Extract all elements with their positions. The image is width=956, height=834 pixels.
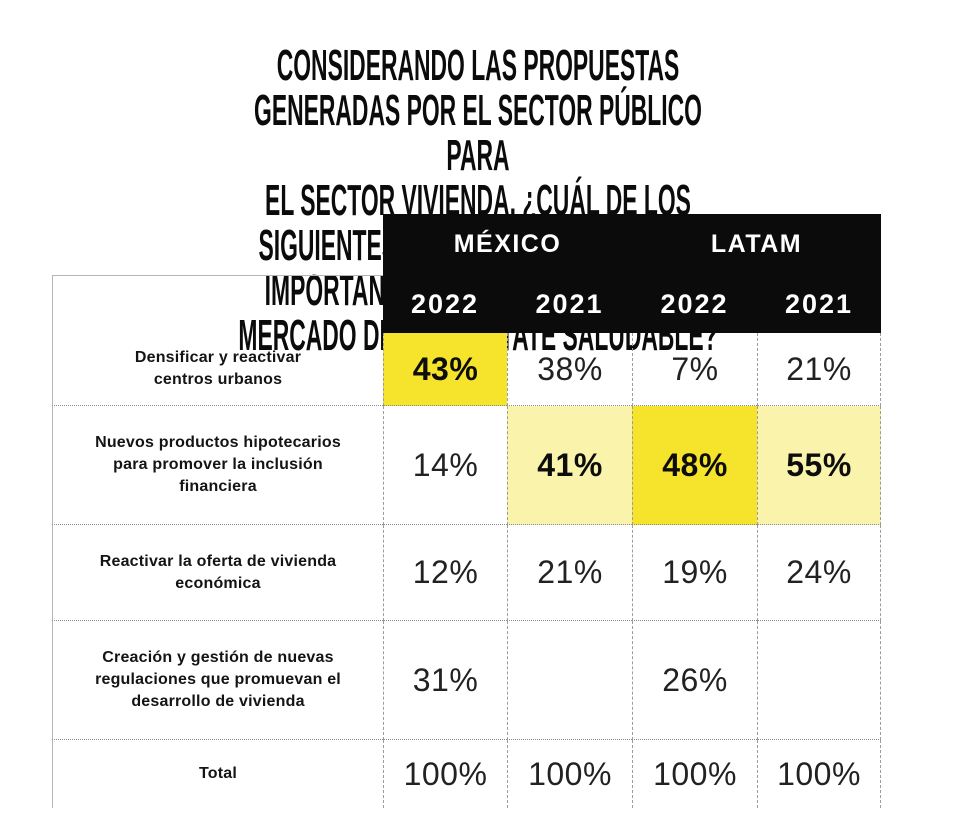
- table-cell-empty: [507, 621, 632, 740]
- table-corner-cell: [52, 275, 383, 333]
- table-cell: 43%: [383, 333, 507, 406]
- table-cell: 19%: [632, 525, 757, 621]
- table-cell: 21%: [757, 333, 881, 406]
- column-group-mexico: MÉXICO: [383, 214, 632, 275]
- row-label-nuevos-productos: Nuevos productos hipotecarios para promo…: [52, 406, 383, 525]
- table-cell: 100%: [507, 740, 632, 808]
- table-cell: 55%: [757, 406, 881, 525]
- results-table: MÉXICO LATAM 2022 2021 2022 2021 Densifi…: [52, 214, 881, 808]
- table-cell: 100%: [383, 740, 507, 808]
- table-cell: 41%: [507, 406, 632, 525]
- year-header-latam-2021: 2021: [757, 275, 881, 333]
- table-cell: 14%: [383, 406, 507, 525]
- row-label-total: Total: [52, 740, 383, 808]
- table-cell: 24%: [757, 525, 881, 621]
- year-header-mexico-2022: 2022: [383, 275, 507, 333]
- year-header-mexico-2021: 2021: [507, 275, 632, 333]
- year-header-latam-2022: 2022: [632, 275, 757, 333]
- row-label-reactivar-oferta: Reactivar la oferta de vivienda económic…: [52, 525, 383, 621]
- table-corner-spacer: [52, 214, 383, 275]
- table-cell-empty: [757, 621, 881, 740]
- column-group-latam: LATAM: [632, 214, 881, 275]
- table-cell: 21%: [507, 525, 632, 621]
- table-cell: 26%: [632, 621, 757, 740]
- table-cell: 48%: [632, 406, 757, 525]
- table-cell: 100%: [757, 740, 881, 808]
- table-cell: 38%: [507, 333, 632, 406]
- row-label-creacion-regulaciones: Creación y gestión de nuevas regulacione…: [52, 621, 383, 740]
- table-cell: 31%: [383, 621, 507, 740]
- table-cell: 12%: [383, 525, 507, 621]
- table-cell: 7%: [632, 333, 757, 406]
- row-label-densificar: Densificar y reactivar centros urbanos: [52, 333, 383, 406]
- table-cell: 100%: [632, 740, 757, 808]
